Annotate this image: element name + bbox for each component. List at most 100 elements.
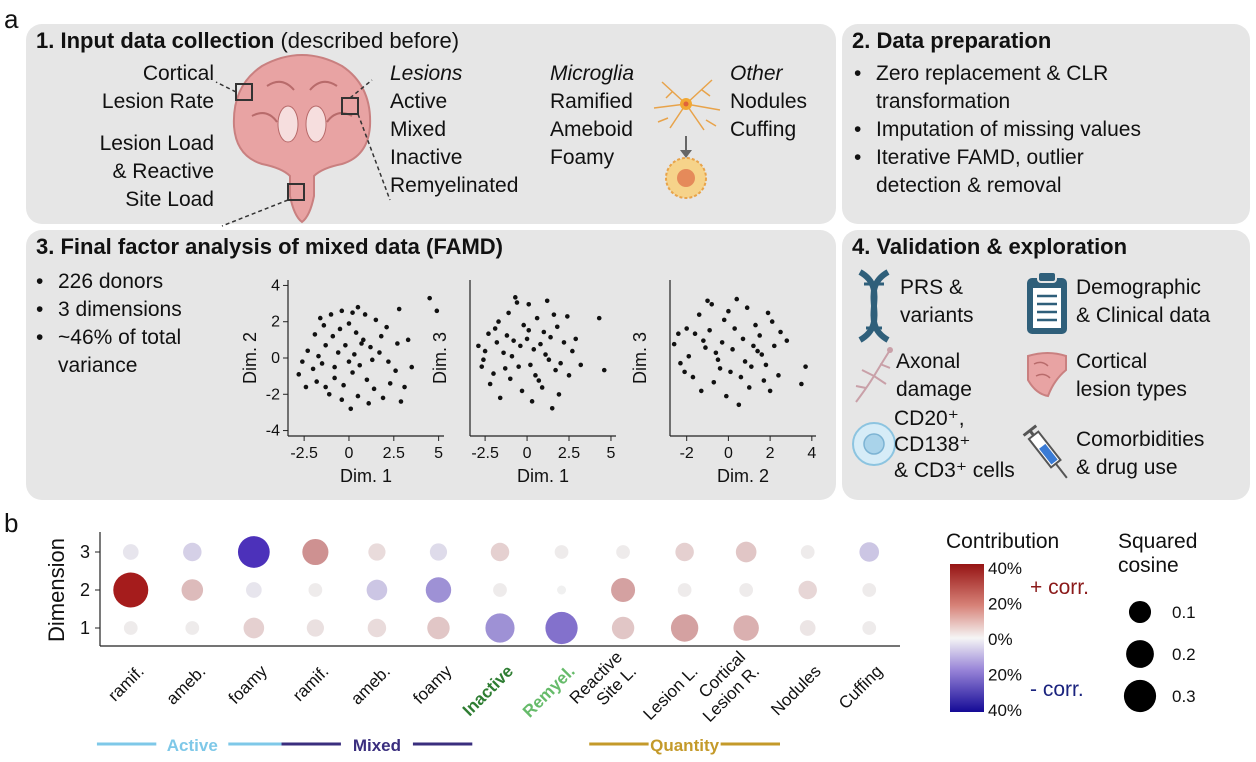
scatter-dim2-dim3: -2 0 2 4 Dim. 2 Dim. 3 [630, 280, 816, 486]
bubble-point [113, 572, 149, 608]
colorbar-tick-label: 20% [988, 666, 1022, 685]
famd-item: 226 donors [36, 268, 182, 296]
scatter-point [682, 369, 687, 375]
scatter-point [427, 295, 432, 301]
data-preparation-panel: 2. Data preparation Zero replacement & C… [842, 24, 1250, 224]
x-axis-label: Dim. 1 [340, 466, 392, 486]
scatter-point [369, 357, 375, 363]
scatter-point [534, 315, 540, 321]
bubble-point [368, 543, 386, 561]
size-legend-bubble [1123, 679, 1157, 713]
scatter-point [492, 326, 498, 331]
x-tick-label: 0 [345, 445, 354, 462]
scatter-point [544, 298, 550, 304]
scatter-point [529, 399, 535, 404]
y-axis-label: Dim. 2 [240, 332, 260, 384]
y-tick-label: 4 [271, 277, 280, 294]
validation-panel: 4. Validation & exploration PRS & variant… [842, 230, 1250, 500]
scatter-point [803, 364, 808, 369]
scatter-point [357, 362, 363, 368]
scatter-point [350, 310, 355, 315]
scatter-point [554, 324, 560, 330]
scatter-point [323, 343, 328, 348]
scatter-point [504, 333, 510, 338]
scatter-point [496, 319, 501, 324]
bubble-point [611, 616, 635, 640]
scatter-point [742, 359, 748, 364]
scatter-point [784, 338, 790, 343]
bubble-point [862, 621, 877, 635]
data-preparation-title: 2. Data preparation [852, 28, 1052, 53]
scatter-point [573, 336, 579, 342]
contribution-bubble-chart: 1 2 3 Dimension ramif. ameb. foamy ramif. ameb. f… [44, 530, 1197, 755]
scatter-point [755, 348, 760, 354]
scatter-point [314, 379, 319, 384]
category-label: Cuffing [835, 662, 886, 713]
bubble-point [427, 616, 450, 640]
scatter-point [548, 334, 553, 340]
scatter-point [487, 381, 493, 387]
scatter-point [671, 341, 677, 347]
validation-item-cd-cells: CD20⁺, CD138⁺ & CD3⁺ cells [894, 407, 1015, 482]
scatter-point [348, 406, 354, 412]
brain-illustration-icon [215, 54, 391, 227]
svg-text:ameb.: ameb. [163, 662, 210, 709]
scatter-point [341, 382, 346, 388]
scatter-point [713, 350, 719, 356]
scatter-point [352, 352, 357, 357]
scatter-point [728, 369, 733, 375]
scatter-point [767, 388, 773, 394]
scatter-point [310, 366, 316, 372]
scatter-point [578, 362, 584, 368]
category-label: ramif. [104, 662, 147, 705]
scatter-dim1-dim2: -2.5 0 2.5 5 -4 -2 0 2 4 Dim. 1 Dim. 2 [240, 277, 444, 486]
scatter-point [316, 353, 321, 359]
bubble-point [799, 620, 816, 636]
scatter-point [323, 384, 328, 390]
scatter-point [541, 329, 547, 335]
bubble-point [122, 544, 139, 560]
bubble-point [670, 614, 699, 642]
microglia-ameboid: Ameboid [550, 118, 633, 141]
cell-icon [852, 422, 896, 466]
scatter-point [724, 393, 729, 399]
scatter-point [502, 366, 508, 371]
x-tick-label: -2 [680, 445, 694, 462]
famd-title: 3. Final factor analysis of mixed data (… [36, 234, 503, 259]
scatter-point [519, 388, 525, 394]
bubble-point [611, 577, 636, 603]
scatter-point [730, 347, 735, 352]
scatter-point [321, 323, 327, 328]
scatter-point [326, 391, 332, 397]
y-axis-label: Dim. 3 [430, 332, 450, 384]
category-label: foamy [409, 661, 456, 708]
scatter-point [596, 315, 602, 321]
bubble-point [616, 545, 630, 559]
scatter-point [740, 336, 746, 342]
bubble-y-axis-label: Dimension [44, 538, 69, 642]
scatter-point [698, 388, 704, 394]
category-label: foamy [225, 661, 272, 708]
bubble-point [181, 579, 204, 601]
scatter-point [711, 379, 717, 385]
scatter-point [343, 343, 348, 348]
scatter-point [312, 332, 318, 337]
size-legend-label: 0.1 [1172, 603, 1196, 622]
scatter-point [744, 305, 750, 311]
bubble-point [733, 615, 759, 641]
svg-text:ameb.: ameb. [347, 662, 394, 709]
scatter-point [518, 343, 523, 349]
microglia-foamy: Foamy [550, 146, 615, 169]
dna-icon [858, 269, 890, 343]
x-tick-label: 5 [434, 445, 443, 462]
x-tick-label: -2.5 [290, 445, 318, 462]
scatter-point [726, 308, 731, 314]
contribution-colorbar [950, 564, 984, 712]
negative-corr-label: - corr. [1030, 678, 1084, 701]
scatter-point [526, 301, 532, 307]
scatter-point [300, 359, 305, 364]
scatter-point [486, 331, 491, 337]
